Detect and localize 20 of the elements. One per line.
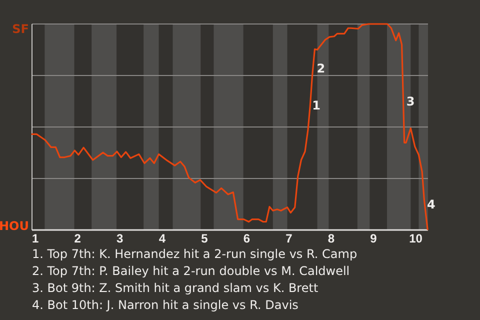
x-tick-label: 10 (409, 232, 423, 246)
text: SF (12, 22, 29, 36)
x-tick-label: 1 (32, 232, 40, 246)
x-tick-label: 3 (116, 232, 124, 246)
annotation: 2 (316, 62, 326, 76)
text: 3. Bot 9th: Z. Smith hit a grand slam vs K. Brett (32, 281, 318, 295)
text: 1. Top 7th: K. Hernandez hit a 2-run single vs R. Camp (32, 247, 358, 261)
x-tick-label: 4 (158, 232, 166, 246)
x-tick-label: 5 (201, 232, 208, 246)
text: 4. Bot 10th: J. Narron hit a single vs R. Davis (32, 298, 298, 312)
text: 2. Top 7th: P. Bailey hit a 2-run double vs M. Caldwell (32, 264, 350, 278)
text: HOU (0, 219, 29, 233)
annotation: 3 (406, 94, 415, 109)
x-tick-label: 2 (74, 232, 82, 246)
x-tick-label: 6 (243, 232, 250, 246)
annotation: 1 (312, 98, 320, 113)
annotation: 4 (427, 198, 436, 212)
x-tick-label: 9 (370, 232, 378, 246)
x-tick-label: 8 (328, 232, 335, 246)
x-tick-label: 7 (286, 232, 293, 246)
